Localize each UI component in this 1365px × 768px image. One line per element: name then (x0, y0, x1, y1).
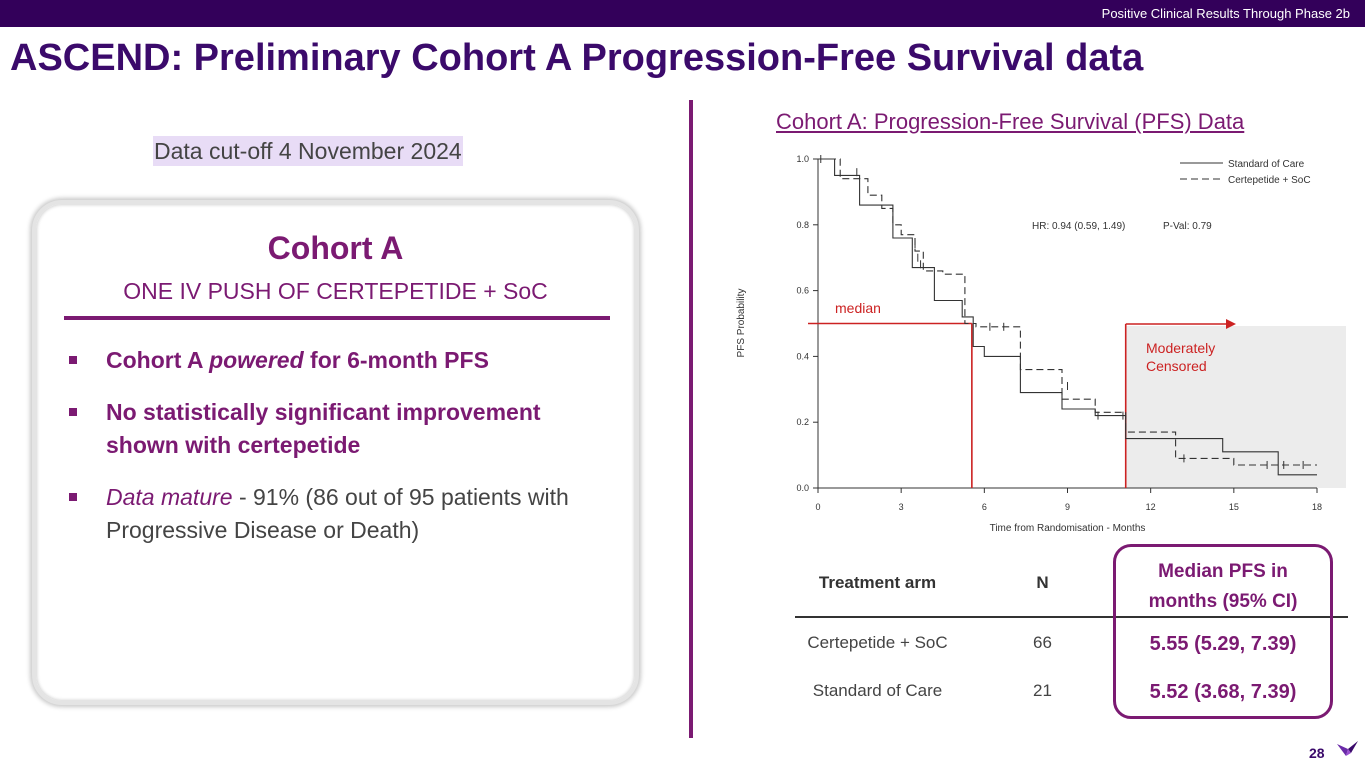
top-banner: Positive Clinical Results Through Phase … (0, 0, 1365, 27)
table-cell-n: 21 (1033, 681, 1052, 700)
bullet-emphasis: powered (209, 347, 304, 373)
y-tick-label: 0.6 (796, 286, 809, 296)
cohort-card-rule (64, 316, 610, 320)
bullet-text: Cohort A (106, 347, 210, 373)
km-survival-chart: 0.0 0.2 0.4 0.6 0.8 1.0 0 3 6 9 12 15 18 Time from Ra… (736, 154, 1346, 534)
table-header-n: N (1036, 573, 1049, 592)
legend-label: Standard of Care (1228, 159, 1305, 170)
x-tick-label: 12 (1146, 502, 1156, 512)
y-tick-label: 0.4 (796, 351, 809, 361)
cohort-card-subtitle: ONE IV PUSH OF CERTEPETIDE + SoC (123, 278, 548, 304)
cohort-bullet-list: Cohort A powered for 6-month PFS No stat… (66, 344, 616, 566)
table-cell-arm: Certepetide + SoC (807, 633, 948, 652)
cohort-card-title: Cohort A (267, 230, 404, 266)
x-tick-label: 18 (1312, 502, 1322, 512)
bullet-text: No statistically significant improvement… (106, 399, 541, 458)
table-header-arm: Treatment arm (818, 573, 937, 592)
bullet-text: - 91% (86 out of 95 patients with Progre… (106, 484, 569, 543)
censor-arrow-head (1226, 319, 1236, 329)
bullet-emphasis: Data mature (106, 484, 233, 510)
y-axis-label: PFS Probability (736, 289, 747, 358)
censor-label: Moderately (1146, 340, 1215, 356)
median-label: median (835, 300, 881, 316)
x-tick-label: 6 (982, 502, 987, 512)
cohort-card: Cohort A ONE IV PUSH OF CERTEPETIDE + So… (32, 200, 639, 705)
table-cell-n: 66 (1033, 633, 1052, 652)
x-axis-label: Time from Randomisation - Months (990, 523, 1146, 534)
censored-region (1125, 326, 1346, 488)
table-rule (795, 616, 1348, 618)
table-cell-median: 5.55 (5.29, 7.39) (1149, 633, 1297, 655)
table-cell-arm: Standard of Care (812, 681, 943, 700)
slide-title: ASCEND: Preliminary Cohort A Progression… (10, 37, 1144, 79)
p-value-label: P-Val: 0.79 (1163, 221, 1212, 232)
table-cell-median: 5.52 (3.68, 7.39) (1149, 681, 1297, 703)
bullet-item: Cohort A powered for 6-month PFS (66, 344, 616, 377)
km-series-line-standard-of-care (818, 158, 1317, 476)
chart-title: Cohort A: Progression-Free Survival (PFS… (776, 109, 1245, 134)
y-tick-label: 0.8 (796, 220, 809, 230)
y-tick-label: 0.2 (796, 417, 809, 427)
x-tick-label: 9 (1065, 502, 1070, 512)
bullet-item: No statistically significant improvement… (66, 396, 616, 462)
legend-label: Certepetide + SoC (1228, 175, 1311, 186)
page-number: 28 (1309, 745, 1325, 761)
y-tick-label: 1.0 (796, 154, 809, 164)
table-header-median: Median PFS in months (95% CI) (1118, 557, 1328, 617)
vertical-divider (689, 100, 693, 738)
x-tick-label: 15 (1229, 502, 1239, 512)
median-highlight-box (1113, 544, 1333, 719)
x-tick-label: 3 (899, 502, 904, 512)
bullet-item: Data mature - 91% (86 out of 95 patients… (66, 481, 616, 547)
table-header-median-line: Median PFS in (1158, 561, 1288, 582)
section-label: Positive Clinical Results Through Phase … (1101, 6, 1350, 21)
bullet-text: for 6-month PFS (303, 347, 489, 373)
company-logo-icon (1337, 741, 1358, 756)
table-header-median-line: months (95% CI) (1148, 591, 1298, 612)
x-tick-label: 0 (815, 502, 820, 512)
data-cutoff-label: Data cut-off 4 November 2024 (153, 136, 463, 166)
censor-label: Censored (1146, 358, 1207, 374)
hazard-ratio-label: HR: 0.94 (0.59, 1.49) (1032, 221, 1125, 232)
y-tick-label: 0.0 (796, 483, 809, 493)
